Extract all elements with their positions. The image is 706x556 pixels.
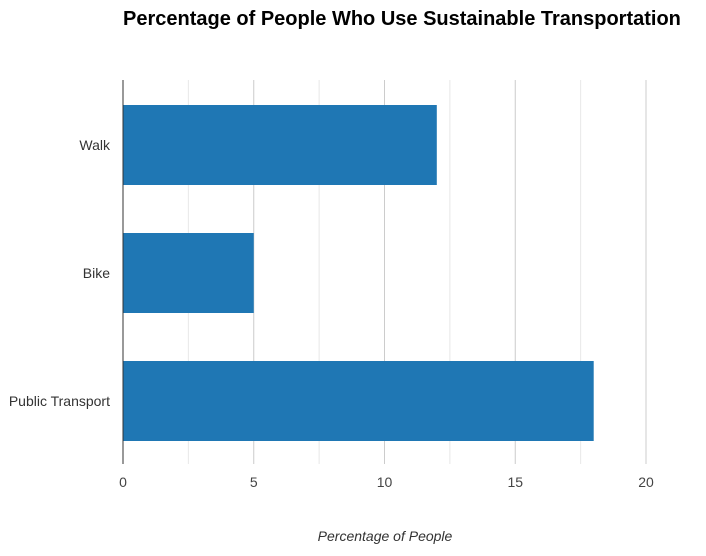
bar-public-transport (123, 361, 594, 441)
category-label: Bike (83, 265, 110, 281)
chart-title: Percentage of People Who Use Sustainable… (123, 8, 681, 30)
bar-bike (123, 233, 254, 313)
x-tick-label: 0 (119, 474, 127, 490)
x-tick-label: 15 (507, 474, 523, 490)
x-axis-title: Percentage of People (317, 528, 453, 544)
x-tick-label: 5 (250, 474, 258, 490)
category-label: Walk (79, 137, 111, 153)
axis-labels: Walk Bike Public Transport 0 5 10 15 20 (9, 137, 654, 490)
x-tick-label: 10 (377, 474, 393, 490)
bars (123, 105, 594, 441)
category-label: Public Transport (9, 393, 110, 409)
x-tick-label: 20 (638, 474, 654, 490)
bar-walk (123, 105, 437, 185)
